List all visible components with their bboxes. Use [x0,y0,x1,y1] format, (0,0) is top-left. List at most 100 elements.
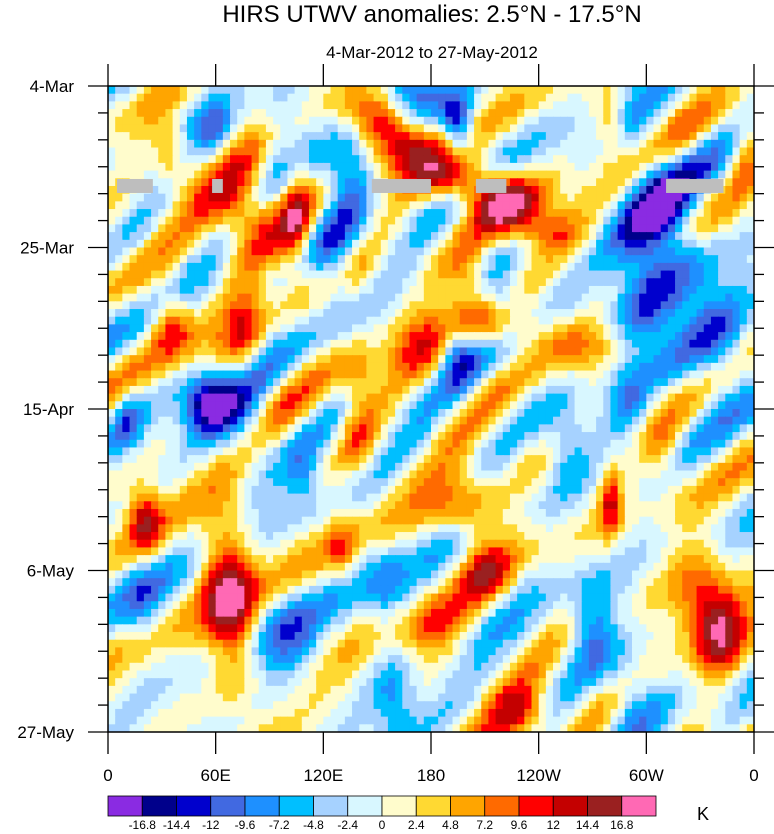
heatmap-cell [531,185,540,195]
heatmap-cell [531,255,540,264]
heatmap-cell [746,355,754,364]
heatmap-cell [524,232,533,241]
heatmap-cell [215,447,224,456]
heatmap-cell [639,301,647,310]
heatmap-cell [725,393,734,402]
heatmap-cell [387,393,396,402]
heatmap-cell [524,278,533,287]
heatmap-cell [115,132,123,141]
heatmap-cell [151,255,159,264]
heatmap-cell [667,355,676,364]
heatmap-cell [273,193,281,202]
heatmap-cell [395,193,403,202]
heatmap-cell [316,409,324,418]
heatmap-cell [452,224,461,233]
heatmap-cell [631,147,640,156]
heatmap-cell [136,270,145,279]
heatmap-cell [352,132,360,141]
heatmap-cell [366,432,375,441]
heatmap-cell [337,201,346,210]
heatmap-cell [230,316,238,325]
heatmap-cell [194,86,202,95]
heatmap-cell [445,216,454,226]
heatmap-cell [610,147,619,156]
heatmap-cell [273,132,281,141]
heatmap-cell [517,462,525,472]
heatmap-cell [366,447,375,456]
heatmap-cell [553,293,561,302]
heatmap-cell [452,355,461,364]
heatmap-cell [215,501,224,510]
heatmap-cell [344,401,353,410]
heatmap-cell [488,239,497,249]
heatmap-cell [273,285,281,295]
heatmap-cell [545,332,554,341]
heatmap-cell [431,432,439,441]
heatmap-cell [143,401,152,410]
heatmap-cell [710,270,719,279]
heatmap-cell [308,147,317,156]
heatmap-cell [251,485,260,495]
heatmap-cell [330,216,339,226]
heatmap-cell [387,478,396,487]
heatmap-cell [517,362,525,372]
heatmap-cell [186,324,195,333]
heatmap-cell [265,339,274,349]
heatmap-cell [495,355,504,364]
heatmap-cell [308,93,317,102]
heatmap-cell [416,416,425,425]
heatmap-cell [474,193,482,202]
heatmap-cell [273,385,281,395]
heatmap-cell [675,424,683,433]
heatmap-cell [129,393,138,402]
heatmap-cell [287,324,296,333]
heatmap-cell [646,393,655,402]
heatmap-cell [696,278,705,287]
heatmap-cell [538,155,547,164]
heatmap-cell [186,447,195,456]
heatmap-cell [287,93,296,102]
heatmap-cell [308,270,317,279]
heatmap-cell [366,493,375,502]
heatmap-cell [431,232,439,241]
heatmap-cell [387,385,396,395]
heatmap-cell [222,178,231,187]
heatmap-cell [675,139,683,149]
heatmap-cell [718,93,726,102]
heatmap-cell [172,478,181,487]
heatmap-cell [402,139,411,149]
heatmap-cell [725,116,734,126]
heatmap-cell [509,378,518,387]
heatmap-cell [567,393,576,402]
heatmap-cell [646,270,655,279]
heatmap-cell [703,124,712,133]
heatmap-cell [509,339,518,349]
heatmap-cell [258,224,267,233]
heatmap-cell [646,301,655,310]
heatmap-cell [308,332,317,341]
heatmap-cell [402,232,411,241]
heatmap-cell [682,424,690,433]
heatmap-cell [330,124,339,133]
heatmap-cell [409,485,418,495]
heatmap-cell [445,209,454,218]
heatmap-cell [675,301,683,310]
heatmap-cell [323,478,332,487]
heatmap-cell [452,185,461,195]
heatmap-cell [517,109,525,118]
heatmap-cell [294,170,303,179]
heatmap-cell [689,409,698,418]
heatmap-cell [294,124,303,133]
heatmap-cell [438,409,446,418]
heatmap-cell [596,416,604,425]
heatmap-cell [495,370,504,379]
heatmap-cell [337,478,346,487]
heatmap-cell [502,455,511,464]
heatmap-cell [610,439,619,449]
heatmap-cell [517,447,525,456]
heatmap-cell [423,109,432,118]
heatmap-cell [431,409,439,418]
heatmap-cell [237,339,245,349]
heatmap-cell [718,255,726,264]
heatmap-cell [703,255,712,264]
